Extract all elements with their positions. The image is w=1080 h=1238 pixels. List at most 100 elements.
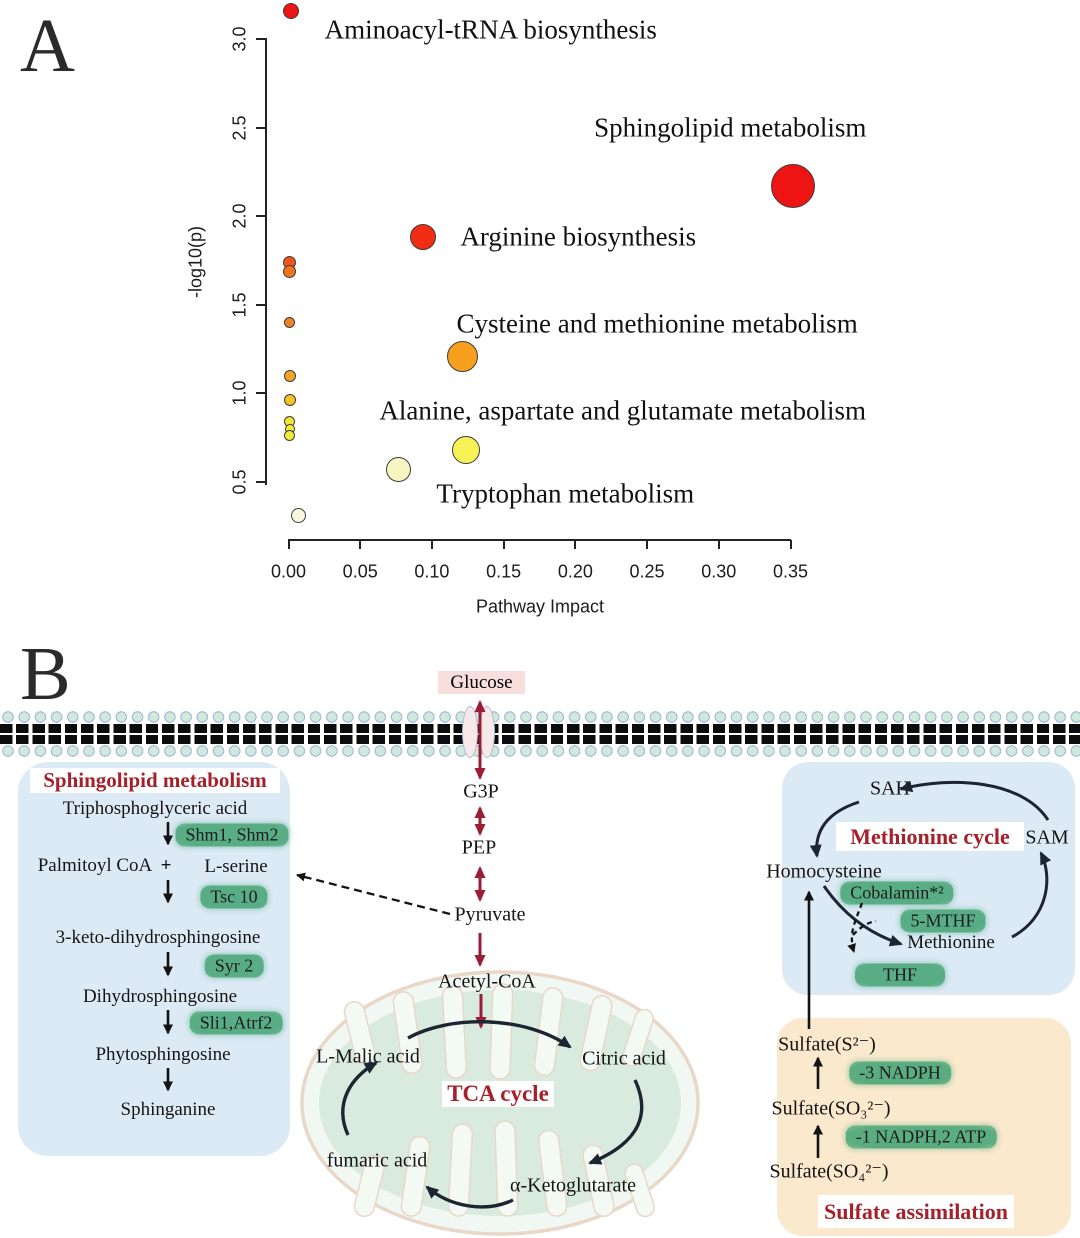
sulfate-title-band: Sulfate assimilation (818, 1195, 1014, 1228)
methionine-label: Methionine (907, 932, 995, 953)
y-tick-label: 2.0 (229, 203, 250, 229)
y-tick-label: 0.5 (229, 469, 250, 495)
cobalamin-pill: Cobalamin*² (840, 881, 954, 905)
x-tick (287, 540, 290, 549)
pathway-label: Tryptophan metabolism (436, 478, 695, 509)
pathway-label: Cysteine and methionine metabolism (456, 308, 858, 339)
x-tick (430, 540, 433, 549)
nadph3-pill: -3 NADPH (849, 1061, 951, 1085)
citric-ketoglutarate-arrow (588, 1079, 644, 1165)
enzyme-shm1-shm2: Shm1, Shm2 (175, 823, 289, 847)
lipid-tails-bottom (0, 735, 1080, 744)
scatter-point (284, 430, 296, 442)
ketoglutarate-label: α-Ketoglutarate (510, 1174, 636, 1197)
pyruvate-label: Pyruvate (454, 903, 526, 926)
y-tick-label: 2.5 (229, 115, 250, 141)
pathway-label: Alanine, aspartate and glutamate metabol… (379, 395, 866, 426)
y-tick (256, 303, 266, 306)
scatter-point (283, 369, 296, 382)
tca-title-band: TCA cycle (442, 1081, 554, 1107)
acetyl-coa-label: Acetyl-CoA (438, 970, 536, 993)
pep-label: PEP (461, 836, 497, 859)
sulfate-label: Sulfate(SO₄²⁻) (769, 1160, 889, 1183)
scatter-point (283, 264, 297, 278)
mthf-pill: 5-MTHF (900, 909, 986, 933)
x-tick (502, 540, 505, 549)
y-tick (256, 126, 266, 129)
x-tick (359, 540, 362, 549)
l-malic-acid-label: L-Malic acid (316, 1045, 420, 1068)
x-tick-label: 0.30 (701, 561, 737, 582)
y-tick (256, 392, 266, 395)
methionine-title-band: Methionine cycle (836, 822, 1024, 851)
homocysteine-label: Homocysteine (766, 860, 882, 883)
sah-label: SAH (869, 777, 911, 800)
sulfite-label: Sulfate(SO₃²⁻) (771, 1097, 891, 1120)
citric-acid-label: Citric acid (582, 1047, 666, 1070)
x-tick-label: 0.35 (772, 561, 809, 582)
x-tick-label: 0.25 (629, 561, 665, 582)
thf-pill: THF (854, 963, 946, 987)
fumaric-malic-arrow (341, 1061, 378, 1136)
keto-dihydrosphingosine-label: 3-keto-dihydrosphingosine (55, 927, 261, 948)
panel-a-label: A (20, 4, 75, 88)
x-tick (574, 540, 577, 549)
enzyme-syr2: Syr 2 (204, 954, 264, 978)
lipid-heads-top (0, 710, 1080, 724)
x-tick-label: 0.10 (414, 561, 450, 582)
sphingolipid-title: Sphingolipid metabolism (43, 768, 267, 792)
g3p-label: G3P (463, 780, 499, 803)
x-tick (789, 540, 792, 549)
scatter-point (291, 508, 307, 524)
scatter-point (446, 340, 478, 372)
pyruvate-lserine-dashed-arrow (296, 872, 451, 916)
membrane-midline (0, 733, 1080, 735)
nadph1-atp2-pill: -1 NADPH,2 ATP (845, 1125, 997, 1149)
cell-membrane (0, 710, 1080, 758)
sulfate-title: Sulfate assimilation (824, 1198, 1008, 1224)
y-axis-title: -log10(p) (185, 225, 206, 299)
y-tick-label: 3.0 (229, 26, 250, 52)
enzyme-sli1-atrf2: Sli1,Atrf2 (189, 1011, 283, 1035)
y-tick (256, 215, 266, 218)
y-axis-line (265, 38, 267, 485)
sulfide-label: Sulfate(S²⁻) (778, 1033, 876, 1056)
x-tick-label: 0.20 (557, 561, 593, 582)
ketoglutarate-fumaric-arrow (425, 1185, 514, 1209)
x-tick-label: 0.00 (270, 561, 307, 582)
lipid-heads-bottom (0, 744, 1080, 758)
panel-b-label: B (20, 632, 71, 716)
pathway-label: Aminoacyl-tRNA biosynthesis (324, 14, 657, 45)
plus-sign: + (160, 855, 172, 876)
x-tick (717, 540, 720, 549)
dihydrosphingosine-label: Dihydrosphingosine (82, 986, 238, 1007)
y-tick-label: 1.0 (229, 380, 250, 406)
scatter-point (410, 224, 437, 251)
y-tick (256, 38, 266, 40)
malic-citric-arrow (407, 1020, 572, 1049)
x-tick (646, 540, 649, 549)
glucose-transporter-right (479, 706, 495, 758)
palmitoyl-coa-label: Palmitoyl CoA (37, 855, 153, 876)
x-axis-title: Pathway Impact (475, 596, 605, 617)
lipid-tails-top (0, 724, 1080, 733)
y-tick-label: 1.5 (229, 292, 250, 318)
sam-label: SAM (1025, 826, 1069, 849)
tca-title: TCA cycle (447, 1081, 549, 1106)
pathway-impact-chart: -log10(p) Pathway Impact 0.00 0.05 0.10 0.1… (185, 2, 867, 617)
fumaric-acid-label: fumaric acid (326, 1149, 428, 1172)
scatter-point (284, 317, 296, 329)
sphinganine-label: Sphinganine (120, 1099, 216, 1120)
sphingolipid-title-band: Sphingolipid metabolism (30, 768, 280, 793)
pathway-label: Sphingolipid metabolism (594, 112, 867, 143)
x-tick-label: 0.05 (342, 561, 378, 582)
triphosphoglyceric-acid-label: Triphosphoglyceric acid (62, 798, 248, 819)
scatter-point (283, 2, 300, 19)
methionine-title: Methionine cycle (850, 823, 1010, 849)
y-tick (256, 481, 266, 483)
scatter-point (771, 164, 816, 209)
scatter-point (283, 394, 296, 407)
glucose-label: Glucose (438, 671, 525, 694)
enzyme-tsc10: Tsc 10 (200, 885, 268, 909)
